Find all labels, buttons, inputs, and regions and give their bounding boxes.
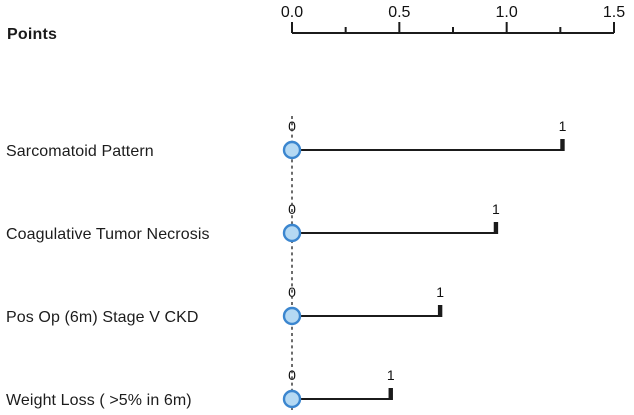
variable-label: Weight Loss ( >5% in 6m) xyxy=(6,392,192,409)
zero-point-marker xyxy=(282,140,302,160)
level-one-label: 1 xyxy=(436,284,444,300)
axis-tick-label: 1.5 xyxy=(603,4,625,21)
row-end-tick xyxy=(493,222,499,234)
level-one-label: 1 xyxy=(492,201,500,217)
row-end-tick xyxy=(437,305,443,317)
row-end-tick xyxy=(560,139,565,151)
zero-point-marker xyxy=(282,223,302,243)
axis-tick-label: 0.0 xyxy=(281,4,303,21)
points-axis-title: Points xyxy=(7,26,58,43)
zero-point-marker xyxy=(282,389,302,409)
level-one-label: 1 xyxy=(559,118,567,134)
variable-label: Sarcomatoid Pattern xyxy=(6,143,154,160)
axis-tick-label: 0.5 xyxy=(388,4,410,21)
variable-label: Coagulative Tumor Necrosis xyxy=(6,226,210,243)
level-zero-label: 0 xyxy=(288,367,296,383)
axis-tick-label: 1.0 xyxy=(496,4,518,21)
level-one-label: 1 xyxy=(387,367,395,383)
variable-label: Pos Op (6m) Stage V CKD xyxy=(6,309,199,326)
row-end-tick xyxy=(388,388,393,400)
level-zero-label: 0 xyxy=(288,118,296,134)
zero-point-marker xyxy=(282,306,302,326)
